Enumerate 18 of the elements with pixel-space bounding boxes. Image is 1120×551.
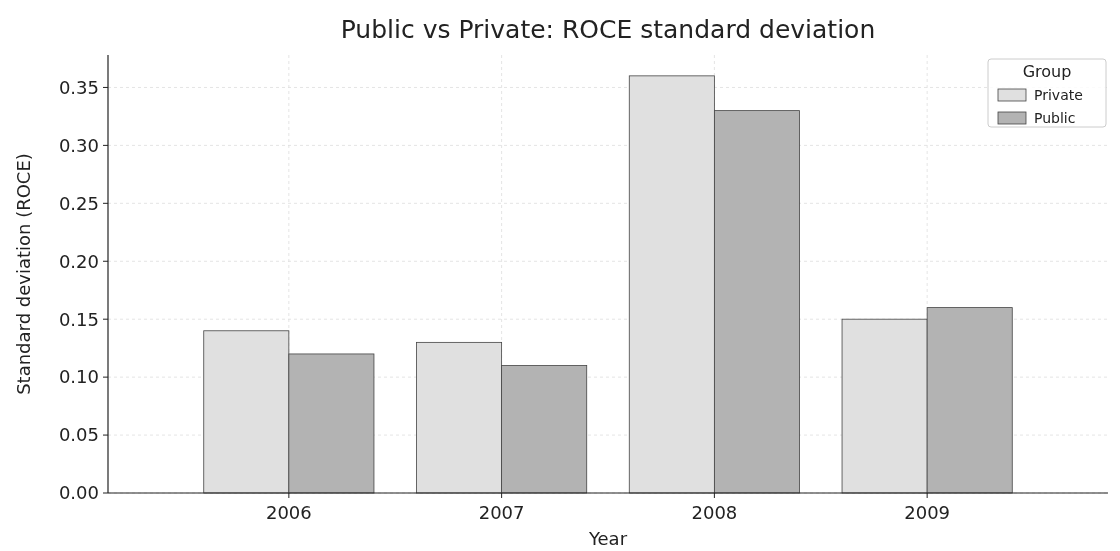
y-tick-label: 0.10: [58, 366, 99, 388]
legend-label: Private: [1034, 87, 1083, 103]
y-tick-label: 0.00: [58, 482, 99, 504]
x-tick-label: 2009: [904, 502, 951, 523]
chart-title: Public vs Private: ROCE standard deviation: [340, 15, 876, 44]
y-tick-label: 0.20: [58, 250, 99, 272]
y-tick-label: 0.05: [58, 424, 99, 446]
y-tick-label: 0.30: [58, 134, 99, 156]
x-tick-label: 2008: [691, 502, 738, 523]
y-tick-label: 0.35: [58, 76, 99, 98]
y-tick-label: 0.15: [58, 308, 99, 330]
legend-title: Group: [1022, 62, 1072, 81]
legend-label: Public: [1034, 110, 1076, 126]
x-axis-title: Year: [587, 528, 628, 549]
y-tick-label: 0.25: [58, 192, 99, 214]
x-tick-label: 2007: [478, 502, 525, 523]
x-tick-label: 2006: [265, 502, 312, 523]
y-axis-title: Standard deviation (ROCE): [13, 153, 34, 395]
